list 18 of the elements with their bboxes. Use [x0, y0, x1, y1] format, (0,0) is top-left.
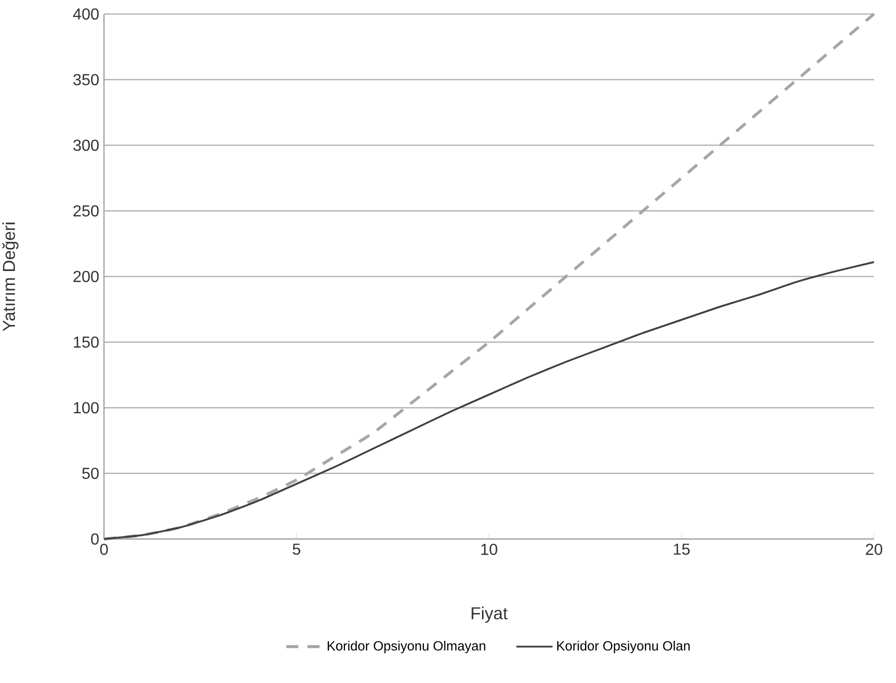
y-tick-label: 0 [91, 533, 99, 545]
y-tick-label: 150 [74, 336, 99, 348]
y-tick-label: 50 [82, 468, 99, 480]
x-tick-label: 10 [481, 544, 498, 555]
x-tick-label: 0 [100, 544, 108, 555]
x-tick-label: 5 [292, 544, 300, 555]
x-tick-label: 20 [866, 544, 882, 555]
legend-label: Koridor Opsiyonu Olan [557, 640, 690, 654]
y-tick-label: 200 [74, 270, 99, 282]
x-axis-title: Fiyat [472, 606, 508, 623]
y-tick-label: 300 [73, 140, 99, 151]
y-tick-label: 100 [74, 402, 99, 414]
y-tick-label: 250 [74, 205, 99, 217]
y-tick-label: 400 [73, 8, 99, 20]
x-tick-label: 15 [674, 544, 690, 555]
y-axis-title: Yatırım Değeri [2, 222, 18, 332]
y-tick-label: 350 [73, 74, 99, 86]
legend-label: Koridor Opsiyonu Olmayan [328, 640, 486, 654]
